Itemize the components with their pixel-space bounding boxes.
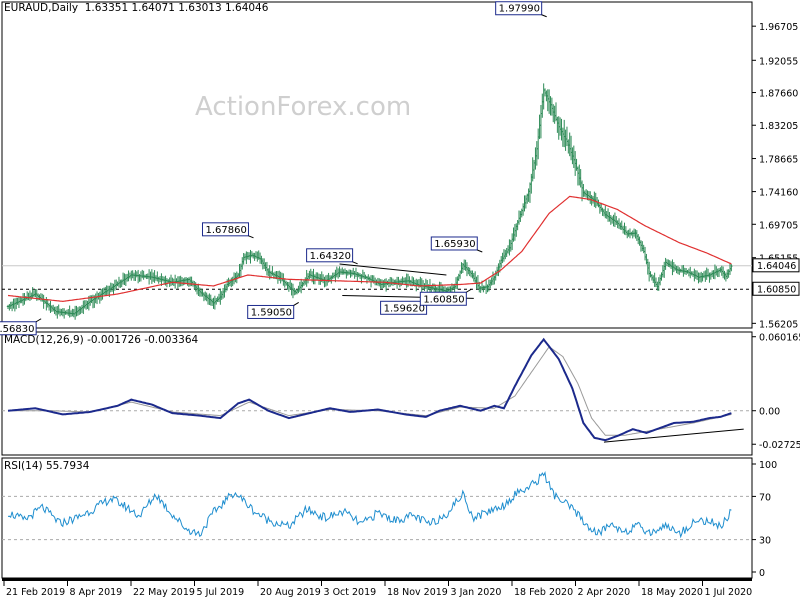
price-level-label: 1.59050 xyxy=(251,307,292,318)
macd-line xyxy=(7,337,732,442)
price-level-label: 1.60850 xyxy=(423,294,464,305)
x-axis-tick-label: 18 May 2020 xyxy=(641,587,703,598)
current-price-label: 1.64046 xyxy=(757,261,796,272)
price-level-label-box xyxy=(430,236,478,251)
x-axis-tick-label: 1 Jul 2020 xyxy=(705,587,753,598)
price-y-tick-label: 1.83205 xyxy=(759,121,798,132)
x-axis-tick-label: 5 Jul 2019 xyxy=(197,587,245,598)
price-level-label: 1.67860 xyxy=(205,225,246,236)
macd-panel-title: MACD(12,26,9) -0.001726 -0.003364 xyxy=(4,334,199,346)
price-level-label: 1.65930 xyxy=(434,239,475,250)
x-axis-tick-label: 3 Jan 2020 xyxy=(451,587,502,598)
price-level-connector xyxy=(477,249,483,253)
rsi-y-tick-label: 30 xyxy=(759,536,771,547)
moving-average-line xyxy=(7,195,732,303)
price-level-label: 1.59620 xyxy=(384,303,425,314)
price-panel-title: EURAUD,Daily 1.63351 1.64071 1.63013 1.6… xyxy=(4,2,269,14)
rsi-line xyxy=(7,470,732,539)
macd-panel-frame xyxy=(1,331,753,456)
price-y-tick-label: 1.92055 xyxy=(759,56,798,67)
x-axis-tick-label: 21 Feb 2019 xyxy=(6,587,65,598)
x-axis-tick-label: 3 Oct 2019 xyxy=(324,587,377,598)
x-axis-tick-label: 2 Apr 2020 xyxy=(578,587,631,598)
current-price-box xyxy=(752,258,800,273)
level-price-box xyxy=(752,281,800,296)
price-panel-frame xyxy=(1,1,753,329)
macd-signal-line xyxy=(8,346,732,436)
price-y-tick-label: 1.78665 xyxy=(759,155,798,166)
price-level-label: 1.97990 xyxy=(499,4,540,15)
price-level-label-box xyxy=(0,321,37,336)
level-price-label: 1.60850 xyxy=(757,284,796,295)
macd-y-tick-label: 0.060165 xyxy=(759,333,800,344)
price-y-tick-label: 1.87660 xyxy=(759,89,798,100)
rsi-y-tick-label: 70 xyxy=(759,492,771,503)
macd-y-tick-label: -0.02725 xyxy=(759,440,800,451)
price-level-label: 1.56830 xyxy=(0,324,34,335)
price-level-label-box xyxy=(247,304,295,319)
price-y-tick-label: 1.56205 xyxy=(759,319,798,330)
time-axis-line xyxy=(2,578,752,581)
rsi-panel-title: RSI(14) 55.7934 xyxy=(4,460,90,472)
x-axis-tick-label: 18 Feb 2020 xyxy=(514,587,573,598)
price-y-tick-label: 1.96705 xyxy=(759,22,798,33)
rsi-y-tick-label: 100 xyxy=(759,460,777,471)
macd-y-tick-label: 0.00 xyxy=(759,407,780,418)
x-axis-tick-label: 8 Apr 2019 xyxy=(70,587,123,598)
x-axis-tick-label: 22 May 2019 xyxy=(133,587,195,598)
price-level-label-box xyxy=(201,222,249,237)
x-axis-tick-label: 20 Aug 2019 xyxy=(260,587,321,598)
price-level-connector xyxy=(352,261,358,265)
rsi-panel-frame xyxy=(1,457,753,579)
price-level-label-box xyxy=(306,248,354,263)
price-level-connector xyxy=(466,288,472,293)
price-level-connector xyxy=(248,235,254,239)
price-level-label-box xyxy=(419,291,467,306)
x-axis-tick-label: 18 Nov 2019 xyxy=(387,587,448,598)
price-y-tick-label: 1.69705 xyxy=(759,220,798,231)
price-level-label-box xyxy=(495,1,543,16)
price-level-connector xyxy=(35,318,42,323)
rsi-y-tick-label: 0 xyxy=(759,568,765,579)
price-y-tick-label: 1.74160 xyxy=(759,188,798,199)
price-trendline xyxy=(339,263,447,276)
price-level-connector xyxy=(293,302,299,306)
watermark: ActionForex.com xyxy=(195,92,412,122)
price-level-connector xyxy=(541,14,547,18)
price-level-label-box xyxy=(380,300,428,315)
macd-trendline xyxy=(603,428,744,443)
price-level-label: 1.64320 xyxy=(310,251,351,262)
